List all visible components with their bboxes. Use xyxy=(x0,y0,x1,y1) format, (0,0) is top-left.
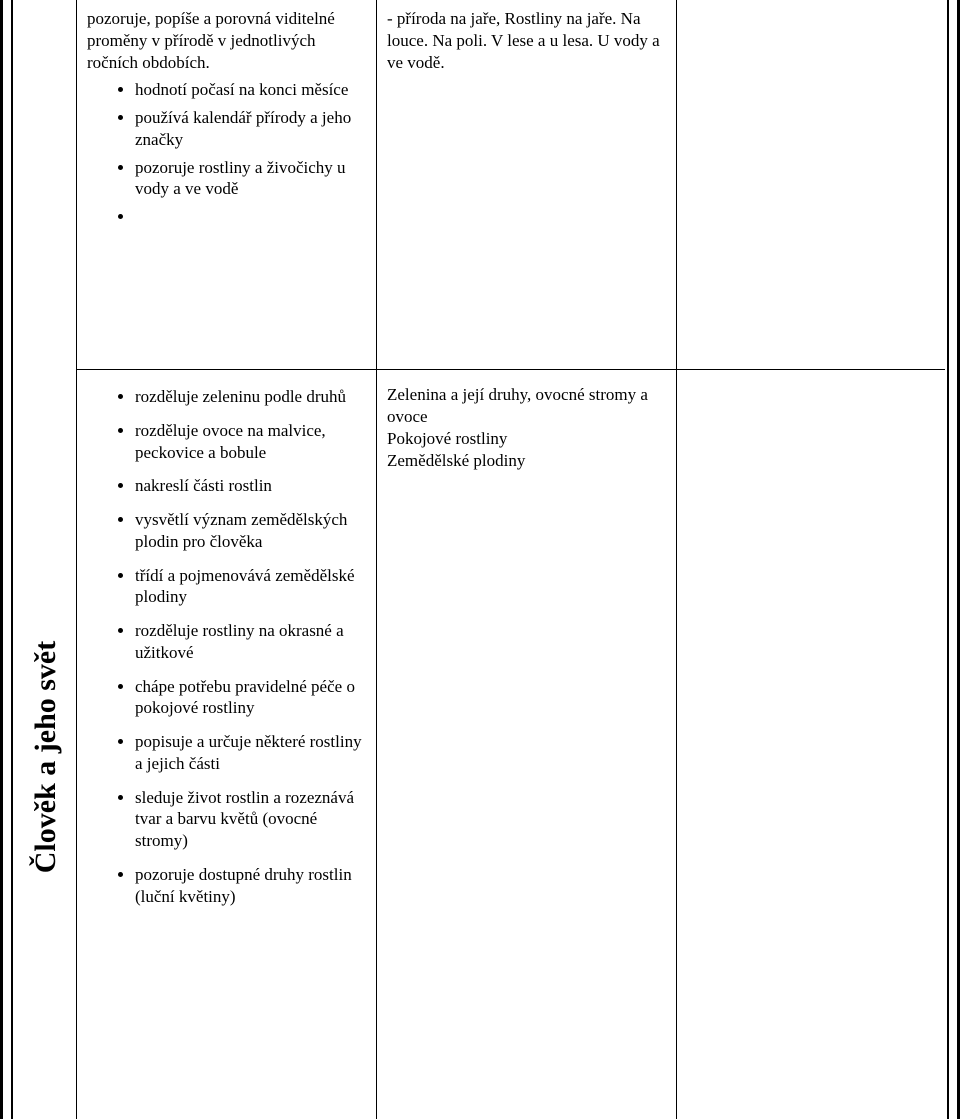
topic-line: Zelenina a její druhy, ovocné stromy a o… xyxy=(387,384,666,428)
content-area: Člověk a jeho svět pozoruje, popíše a po… xyxy=(15,0,945,1119)
list-item: sleduje život rostlin a rozeznává tvar a… xyxy=(135,787,366,864)
list-item: rozděluje rostliny na okrasné a užitkové xyxy=(135,620,366,676)
list-item: nakreslí části rostlin xyxy=(135,475,366,509)
cell-r1-topics: - příroda na jaře, Rostliny na jaře. Na … xyxy=(377,0,676,370)
list-item: používá kalendář přírody a jeho značky xyxy=(135,107,366,157)
double-rule-right xyxy=(947,0,949,1119)
cell-r2-activities: rozděluje zeleninu podle druhů rozděluje… xyxy=(77,370,376,1119)
side-label-text: Člověk a jeho svět xyxy=(29,641,63,873)
list-item: hodnotí počasí na konci měsíce xyxy=(135,79,366,107)
topic-line: Zemědělské plodiny xyxy=(387,450,666,472)
list-item: chápe potřebu pravidelné péče o pokojové… xyxy=(135,676,366,732)
list-item: rozděluje zeleninu podle druhů xyxy=(135,386,366,420)
topic-text: - příroda na jaře, Rostliny na jaře. Na … xyxy=(387,8,666,74)
cell-r1-activities: pozoruje, popíše a porovná viditelné pro… xyxy=(77,0,376,370)
cell-r2-empty xyxy=(677,370,945,1119)
column-empty xyxy=(677,0,945,1119)
list-item-empty xyxy=(135,206,366,234)
bullet-list-r2: rozděluje zeleninu podle druhů rozděluje… xyxy=(87,386,366,919)
vertical-side-label: Člověk a jeho svět xyxy=(15,0,77,1119)
list-item: popisuje a určuje některé rostliny a jej… xyxy=(135,731,366,787)
column-topics: - příroda na jaře, Rostliny na jaře. Na … xyxy=(377,0,677,1119)
cell-r1-empty xyxy=(677,0,945,370)
list-item: třídí a pojmenovává zemědělské plodiny xyxy=(135,565,366,621)
page: Člověk a jeho svět pozoruje, popíše a po… xyxy=(0,0,960,1119)
list-item: pozoruje dostupné druhy rostlin (luční k… xyxy=(135,864,366,920)
topic-line: Pokojové rostliny xyxy=(387,428,666,450)
list-item: vysvětlí význam zemědělských plodin pro … xyxy=(135,509,366,565)
table-grid: pozoruje, popíše a porovná viditelné pro… xyxy=(77,0,945,1119)
column-activities: pozoruje, popíše a porovná viditelné pro… xyxy=(77,0,377,1119)
double-rule-left xyxy=(11,0,13,1119)
cell-r2-topics: Zelenina a její druhy, ovocné stromy a o… xyxy=(377,370,676,1119)
list-item: pozoruje rostliny a živočichy u vody a v… xyxy=(135,157,366,207)
bullet-list-r1: hodnotí počasí na konci měsíce používá k… xyxy=(87,79,366,234)
lead-paragraph: pozoruje, popíše a porovná viditelné pro… xyxy=(87,8,366,73)
list-item: rozděluje ovoce na malvice, peckovice a … xyxy=(135,420,366,476)
